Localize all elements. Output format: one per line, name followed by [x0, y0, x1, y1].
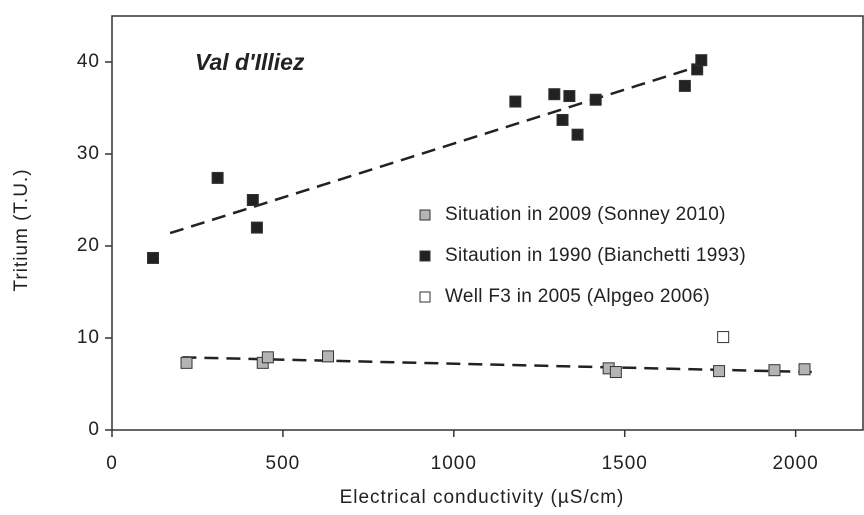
point — [250, 221, 263, 234]
point — [322, 350, 335, 363]
point — [571, 128, 584, 141]
legend-label: Well F3 in 2005 (Alpgeo 2006) — [445, 286, 710, 307]
legend-marker — [419, 250, 431, 262]
point — [563, 90, 576, 103]
point — [261, 351, 274, 364]
legend-marker — [419, 291, 431, 303]
point — [211, 171, 224, 184]
trend-line — [169, 63, 704, 235]
trend-line — [182, 356, 812, 374]
legend-label: Sitaution in 1990 (Bianchetti 1993) — [445, 245, 746, 266]
point — [548, 88, 561, 101]
point — [713, 365, 726, 378]
point — [556, 113, 569, 126]
point — [609, 366, 622, 379]
y-tick-label: 10 — [77, 327, 100, 348]
x-tick-label: 1500 — [602, 453, 648, 474]
y-tick-label: 0 — [88, 419, 100, 440]
x-tick-label: 2000 — [772, 453, 818, 474]
point — [798, 363, 811, 376]
legend-marker — [419, 209, 431, 221]
point — [678, 79, 691, 92]
legend-label: Situation in 2009 (Sonney 2010) — [445, 204, 726, 225]
x-axis-label: Electrical conductivity (µS/cm) — [340, 487, 625, 508]
x-tick-label: 500 — [266, 453, 301, 474]
y-tick-label: 20 — [77, 235, 100, 256]
point — [768, 364, 781, 377]
x-tick-label: 0 — [106, 453, 118, 474]
annotation: Val d'Illiez — [195, 49, 305, 75]
point — [717, 331, 730, 344]
x-tick-label: 1000 — [431, 453, 477, 474]
y-axis-label: Tritium (T.U.) — [11, 168, 32, 291]
y-tick-label: 40 — [77, 51, 100, 72]
point — [695, 54, 708, 67]
y-tick-label: 30 — [77, 143, 100, 164]
point — [147, 251, 160, 264]
point — [589, 93, 602, 106]
point — [509, 95, 522, 108]
point — [180, 356, 193, 369]
point — [246, 194, 259, 206]
plot-frame — [111, 15, 864, 431]
